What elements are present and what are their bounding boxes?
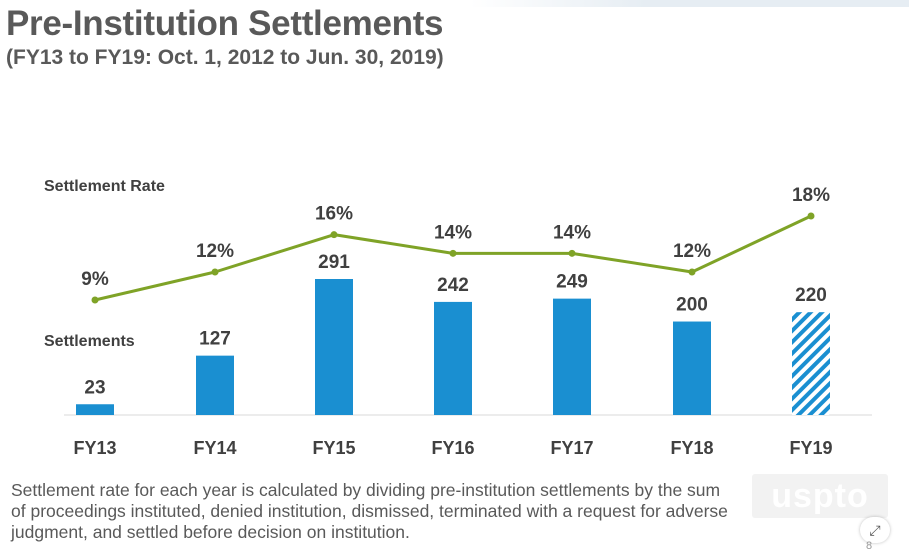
bar-value-label: 242 <box>437 275 469 296</box>
top-decorative-band <box>470 0 909 7</box>
bar-value-label: 220 <box>795 285 827 306</box>
line-series-label: Settlement Rate <box>44 178 165 195</box>
rate-point <box>330 231 338 239</box>
rate-point <box>807 212 815 220</box>
bar-fy15 <box>315 279 353 415</box>
bar-fy13 <box>76 404 114 415</box>
bar-fy18 <box>673 321 711 415</box>
bar-value-label: 23 <box>84 377 105 398</box>
uspto-logo: uspto <box>752 474 888 518</box>
bar-series-label: Settlements <box>44 333 135 350</box>
x-tick-label: FY16 <box>431 438 474 458</box>
rate-point <box>688 268 696 276</box>
x-tick-label: FY17 <box>550 438 593 458</box>
rate-value-label: 18% <box>792 185 830 206</box>
rate-value-label: 16% <box>315 204 353 225</box>
page-subtitle: (FY13 to FY19: Oct. 1, 2012 to Jun. 30, … <box>6 46 444 69</box>
rate-value-label: 12% <box>673 241 711 262</box>
rate-point <box>449 249 457 257</box>
collapse-arrows-icon[interactable]: ⤢ <box>860 517 890 543</box>
bar-fy16 <box>434 301 472 415</box>
rate-line-layer: 9% 12% 16% 14% 14% 12% 18% <box>81 185 830 304</box>
bar-fy19 <box>792 312 830 415</box>
bars-layer: 23 FY13 127 FY14 291 FY15 242 FY16 249 FY17 200 FY1… <box>73 252 832 458</box>
rate-point <box>211 268 219 276</box>
x-tick-label: FY13 <box>73 438 116 458</box>
rate-point <box>91 296 99 304</box>
bar-value-label: 291 <box>318 252 350 273</box>
rate-value-label: 14% <box>553 222 591 243</box>
rate-point <box>568 249 576 257</box>
bar-value-label: 249 <box>556 272 588 293</box>
bar-fy14 <box>196 355 234 415</box>
x-tick-label: FY19 <box>789 438 832 458</box>
x-tick-label: FY15 <box>312 438 355 458</box>
bar-value-label: 200 <box>676 295 708 316</box>
bar-value-label: 127 <box>199 329 231 350</box>
footnote: Settlement rate for each year is calcula… <box>11 480 728 542</box>
x-tick-label: FY14 <box>193 438 236 458</box>
rate-value-label: 14% <box>434 222 472 243</box>
rate-value-label: 9% <box>81 269 109 290</box>
page-title: Pre-Institution Settlements <box>6 4 444 43</box>
bar-fy17 <box>553 298 591 415</box>
rate-value-label: 12% <box>196 241 234 262</box>
x-tick-label: FY18 <box>670 438 713 458</box>
page-number: 8 <box>866 540 873 552</box>
